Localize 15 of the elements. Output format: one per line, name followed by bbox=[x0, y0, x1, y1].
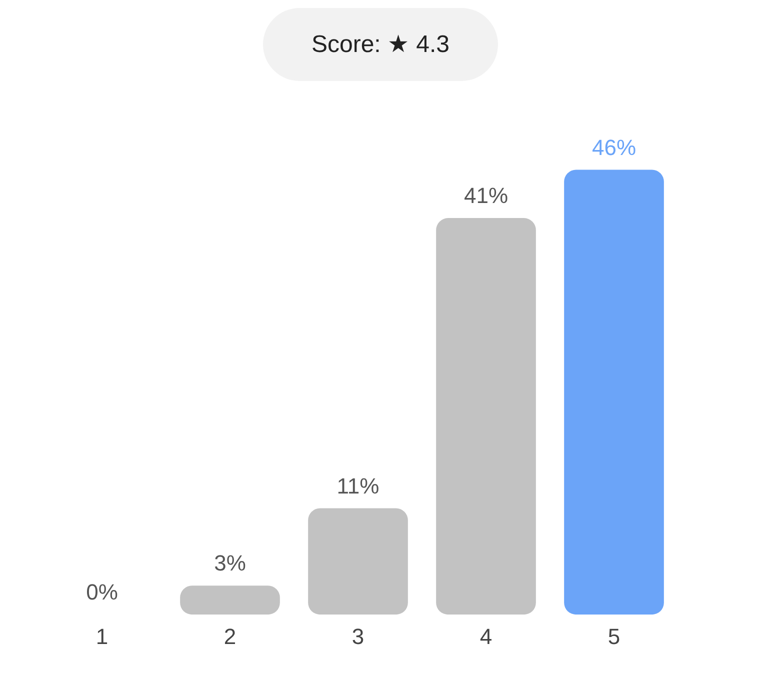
bar bbox=[564, 170, 664, 615]
bar bbox=[180, 586, 280, 615]
data-label: 3% bbox=[214, 550, 246, 576]
data-label: 0% bbox=[86, 580, 118, 605]
chart-title: Score: ★ 4.3 bbox=[263, 8, 498, 81]
x-tick-label: 4 bbox=[480, 624, 492, 649]
data-label: 11% bbox=[336, 473, 380, 498]
data-label: 46% bbox=[592, 134, 636, 160]
data-label: 41% bbox=[464, 183, 508, 208]
x-tick-label: 5 bbox=[608, 624, 620, 649]
x-tick-label: 2 bbox=[224, 624, 236, 649]
x-tick-label: 1 bbox=[96, 624, 108, 649]
bar bbox=[436, 218, 536, 615]
x-tick-label: 3 bbox=[352, 624, 364, 649]
bar bbox=[308, 508, 408, 615]
